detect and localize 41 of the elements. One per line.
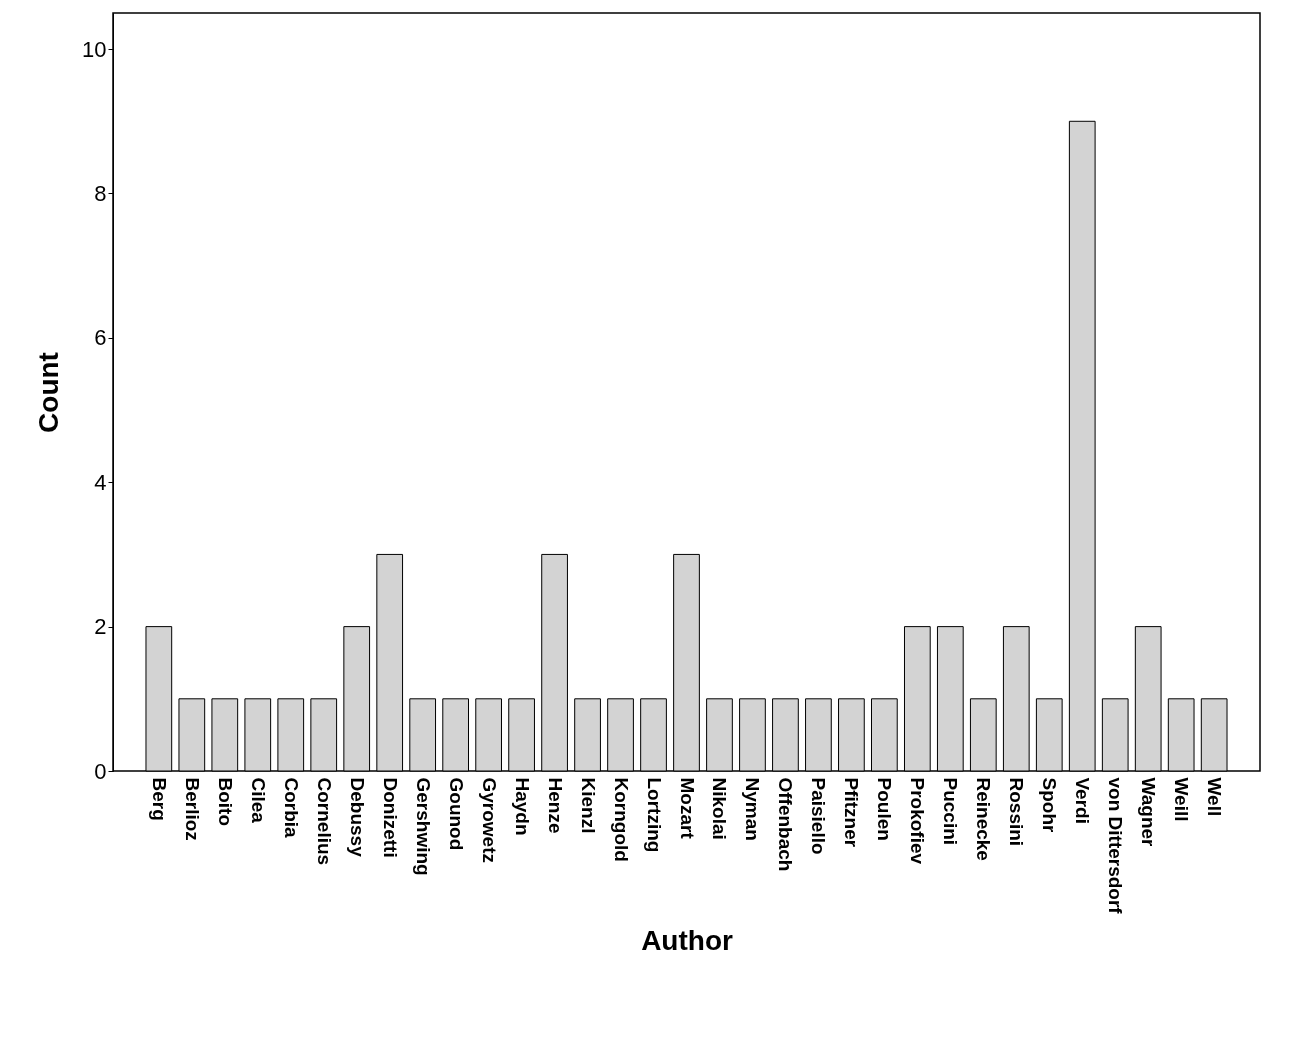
y-tick-label: 2 <box>94 614 107 640</box>
y-tick-label: 4 <box>94 469 107 495</box>
y-axis-title: Count <box>33 352 65 433</box>
y-tick-label: 0 <box>94 758 107 784</box>
x-tick-label: von Dittersdorf <box>1105 777 1127 915</box>
x-tick-label: Berg <box>148 777 170 821</box>
x-tick-label: Korngold <box>610 777 632 862</box>
y-tick-label: 6 <box>94 325 107 351</box>
x-tick-label: Cornelius <box>313 777 335 866</box>
x-tick-label: Donizetti <box>379 777 401 858</box>
x-tick-label: Kienzl <box>577 777 599 834</box>
x-tick-label: Spohr <box>1039 777 1061 833</box>
x-tick-label: Haydn <box>511 777 533 836</box>
x-tick-label: Mozart <box>676 777 698 840</box>
x-tick-label: Weill <box>1171 777 1193 822</box>
x-tick-label: Boito <box>214 777 236 827</box>
x-tick-label: Well <box>1204 777 1226 817</box>
x-tick-label: Gershwing <box>412 777 434 876</box>
x-axis-title: Author <box>641 924 733 956</box>
x-tick-label: Nikolai <box>709 777 731 840</box>
x-tick-label: Rossini <box>1006 777 1028 847</box>
x-tick-label: Paisiello <box>808 777 830 855</box>
x-tick-label: Puccini <box>940 777 962 846</box>
x-tick-label: Henze <box>544 777 566 834</box>
x-tick-label: Gyrowetz <box>478 777 500 864</box>
x-tick-label: Verdi <box>1072 777 1094 824</box>
x-tick-label: Pfitzner <box>841 777 863 848</box>
x-tick-label: Wagner <box>1138 777 1160 848</box>
x-tick-label: Nyman <box>742 777 764 841</box>
x-tick-label: Offenbach <box>775 777 797 872</box>
x-tick-label: Reinecke <box>973 777 995 861</box>
x-tick-label: Cilea <box>247 777 269 824</box>
y-tick-label: 10 <box>82 36 107 62</box>
x-tick-label: Prokofiev <box>907 777 929 865</box>
x-tick-label: Debussy <box>346 777 368 858</box>
x-tick-label: Poulen <box>874 777 896 841</box>
x-tick-label: Lortzing <box>643 777 665 853</box>
y-tick-label: 8 <box>94 180 107 206</box>
x-tick-label: Berlioz <box>181 777 203 841</box>
x-tick-label: Gounod <box>445 777 467 851</box>
x-tick-label: Corbia <box>280 777 302 839</box>
